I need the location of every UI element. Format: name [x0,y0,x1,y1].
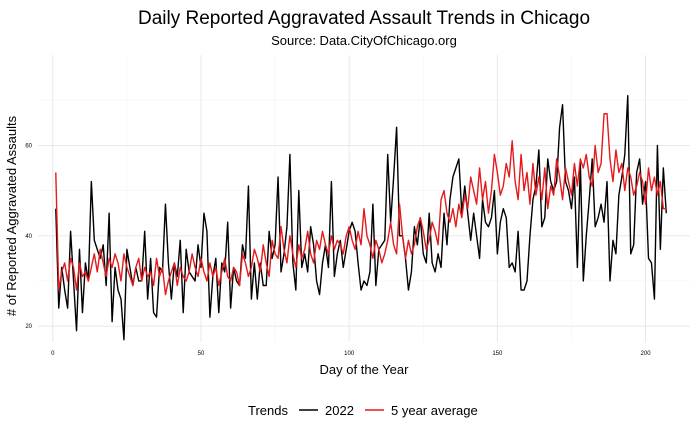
x-tick-label: 150 [492,351,503,357]
y-tick-label: 60 [25,143,32,149]
x-tick-label: 0 [51,351,55,357]
legend: Trends 2022 5 year average [248,403,478,418]
legend-label-2022: 2022 [325,403,354,418]
series-lines [55,94,667,341]
x-axis-ticks: 0 50 100 150 200 [51,351,651,357]
minor-gridlines [38,55,690,342]
series-line-5-year-average [55,113,667,296]
y-tick-label: 20 [25,324,32,330]
chart-subtitle: Source: Data.CityOfChicago.org [271,33,457,48]
major-gridlines [38,55,690,342]
legend-title: Trends [248,403,288,418]
y-tick-label: 40 [25,234,32,240]
x-axis-label: Day of the Year [320,362,410,377]
legend-label-5-year-average: 5 year average [391,403,478,418]
series-line-2022 [55,94,667,341]
x-tick-label: 200 [641,351,652,357]
y-axis-ticks: 20 40 60 [25,143,32,330]
x-tick-label: 100 [344,351,355,357]
y-axis-label: # of Reported Aggravated Assaults [4,115,19,316]
chart-title: Daily Reported Aggravated Assault Trends… [138,8,590,29]
x-tick-label: 50 [198,351,205,357]
